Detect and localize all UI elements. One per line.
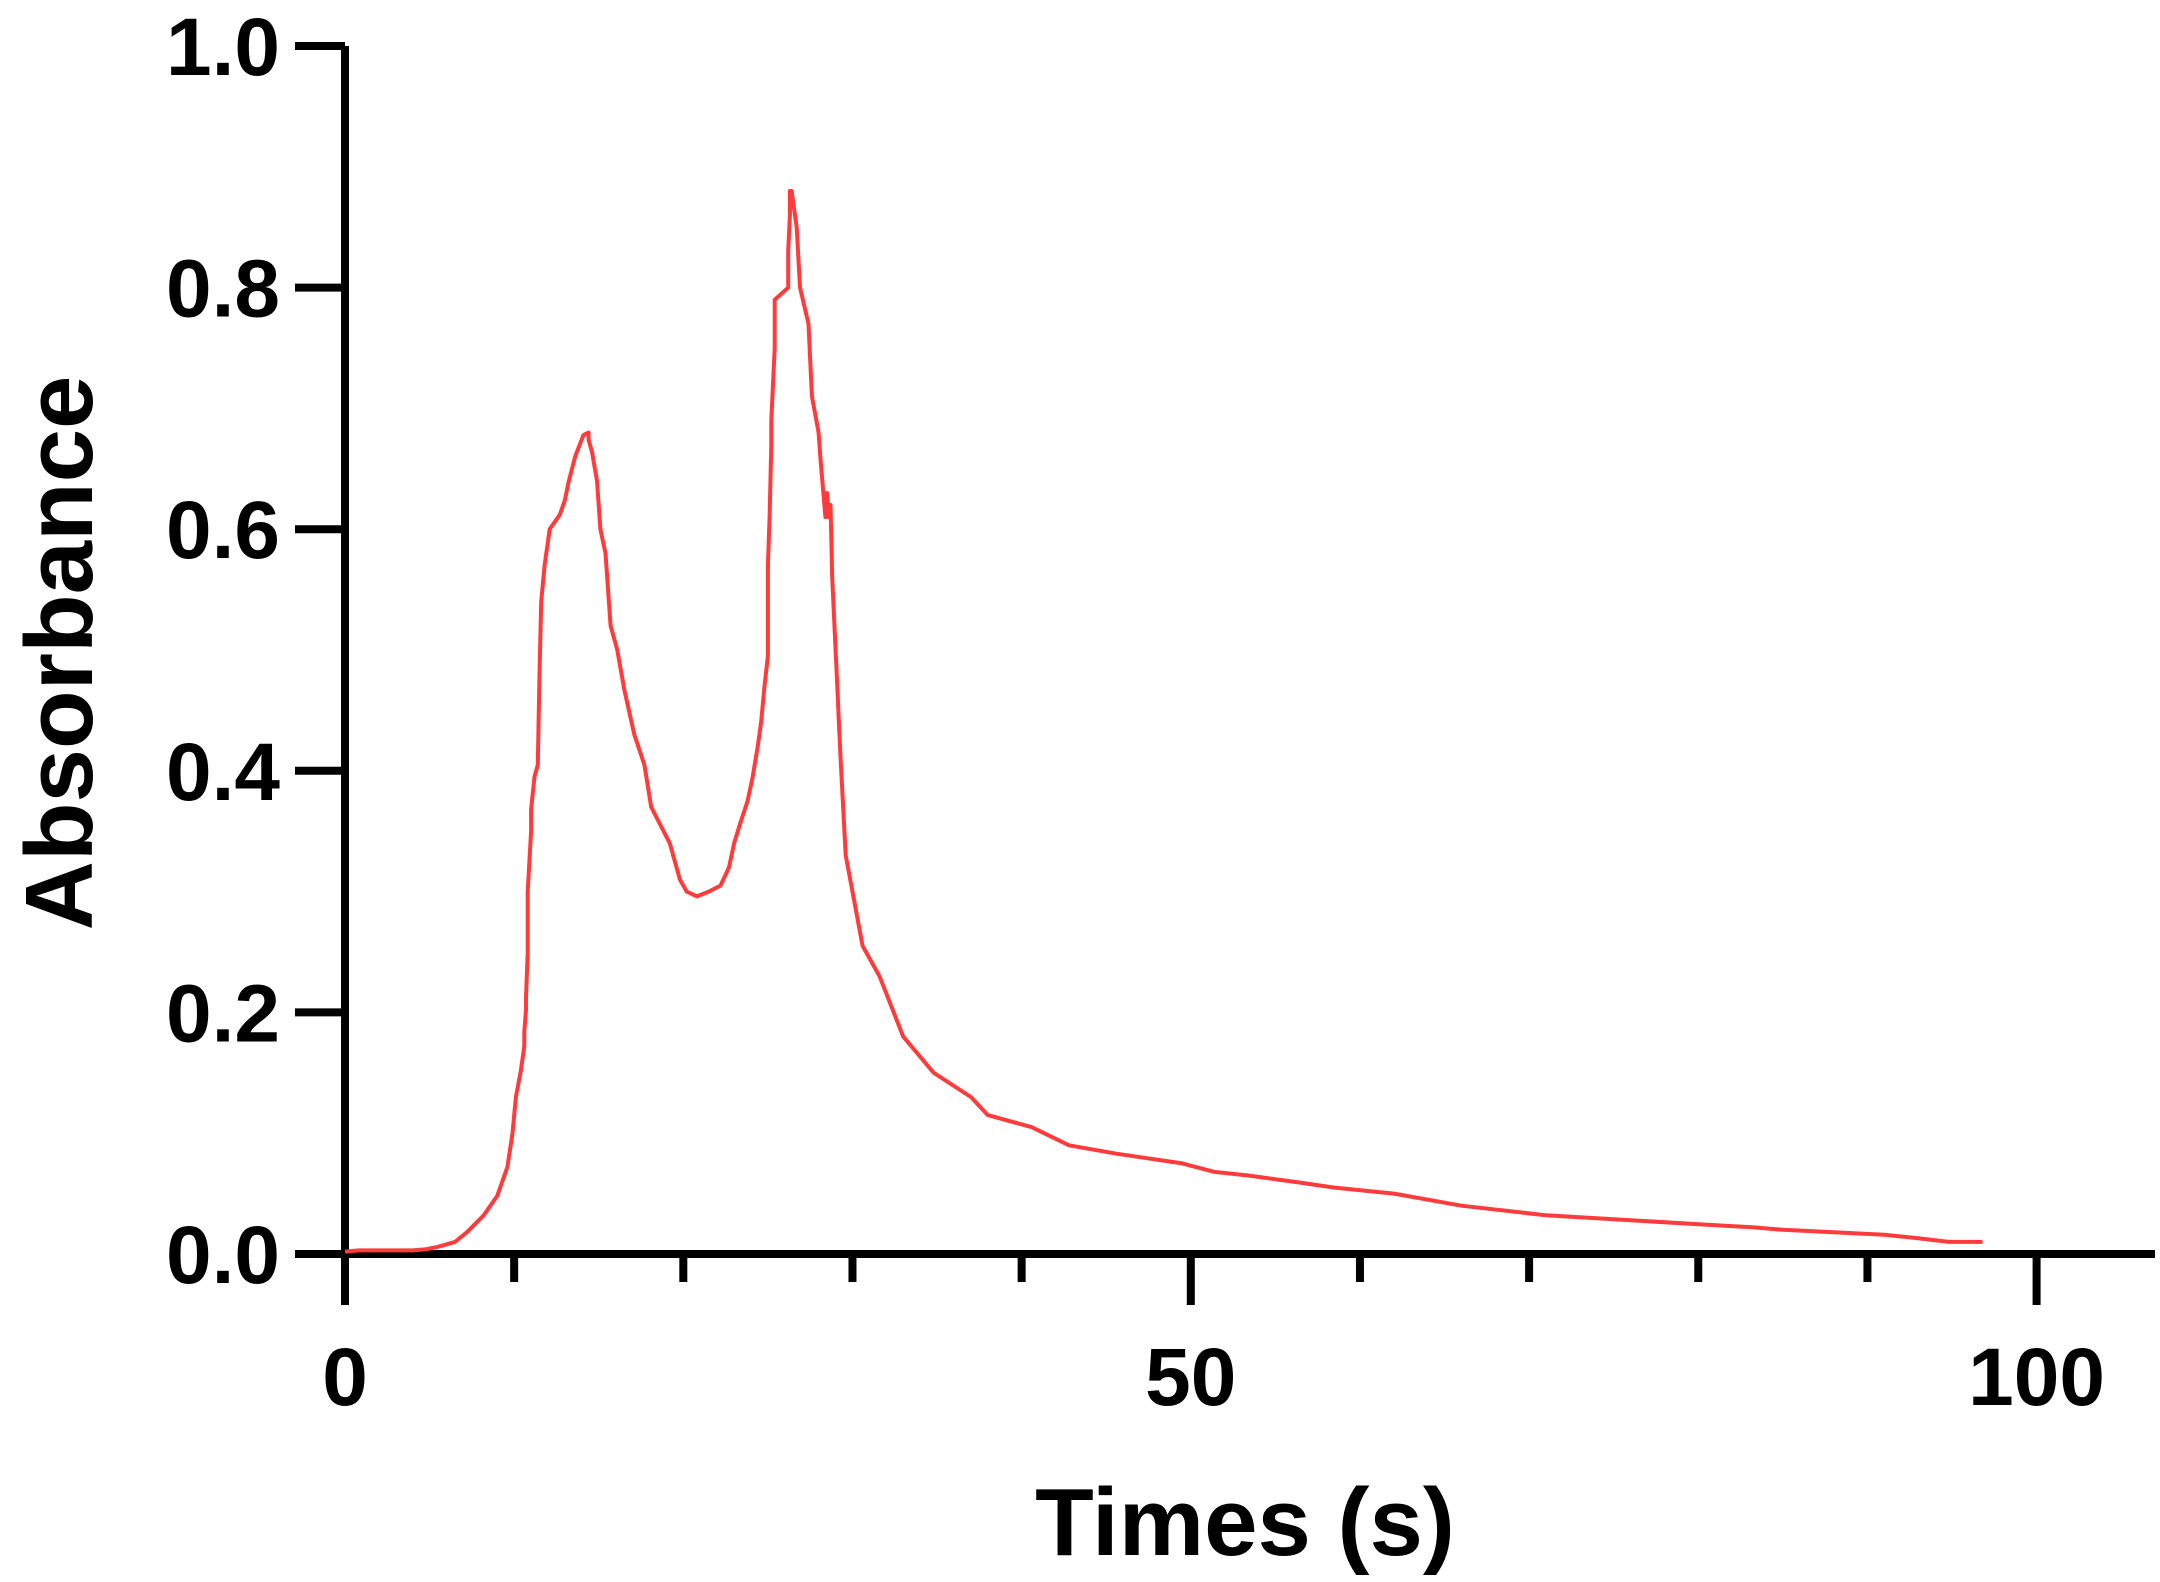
x-axis-title: Times (s): [1035, 1469, 1455, 1576]
plot-area: [344, 189, 1983, 1254]
x-tick-label: 50: [1145, 1332, 1236, 1423]
y-axis-title: Absorbance: [6, 376, 113, 931]
x-ticks: 0 50 100: [322, 1254, 2105, 1423]
y-tick-label: 0.8: [166, 244, 280, 335]
series-line: [344, 189, 1983, 1254]
y-tick-label: 0.2: [166, 968, 280, 1059]
y-tick-label: 0.0: [166, 1210, 280, 1301]
y-tick-label: 1.0: [166, 2, 280, 93]
x-tick-label: 100: [1968, 1332, 2105, 1423]
x-tick-label: 0: [322, 1332, 368, 1423]
y-ticks: 0.0 0.2 0.4 0.6 0.8 1.0: [166, 2, 345, 1301]
axes: [295, 46, 2155, 1305]
y-tick-label: 0.4: [166, 727, 280, 818]
y-tick-label: 0.6: [166, 485, 280, 576]
